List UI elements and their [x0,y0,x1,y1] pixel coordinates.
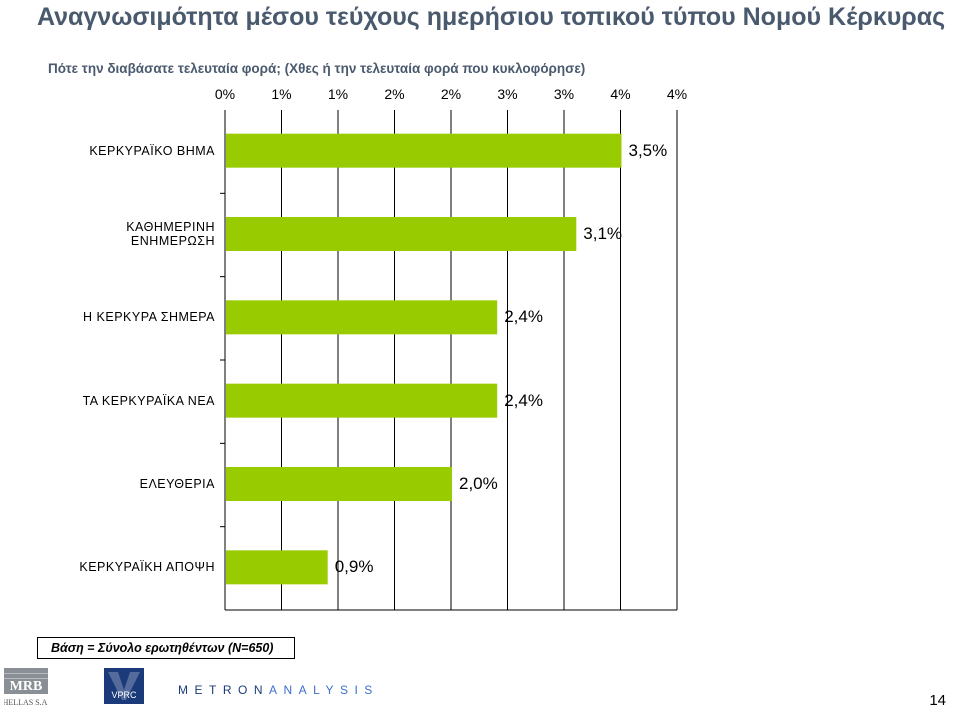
category-label: Η ΚΕΡΚΥΡΑ ΣΗΜΕΡΑ [83,310,215,325]
category-label: ΚΕΡΚΥΡΑΪΚΟ ΒΗΜΑ [89,143,215,158]
x-tick-label: 3% [497,86,518,102]
base-note: Βάση = Σύνολο ερωτηθέντων (Ν=650) [37,637,295,659]
category-label: ΤΑ ΚΕΡΚΥΡΑΪΚΑ ΝΕΑ [82,393,215,408]
mrb-logo-subtext: HELLAS S.A. [4,698,48,707]
value-label: 3,5% [628,140,668,160]
value-label: 0,9% [334,557,374,577]
value-label: 2,4% [504,390,543,410]
x-tick-label: 2% [440,86,462,102]
category-label: ΚΑΘΗΜΕΡΙΝΗ ΕΝΗΜΕΡΩΣΗ [126,220,215,248]
x-tick-label: 1% [271,86,292,102]
metron-logo-part-b: ANALYSIS [269,683,379,697]
bar [226,300,498,335]
mrb-logo-text: MRB [10,679,43,694]
x-tick-label: 0% [214,86,236,102]
category-label: ΚΕΡΚΥΡΑΪΚΗ ΑΠΟΨΗ [79,560,215,575]
x-tick-label: 2% [384,86,405,102]
question-subtitle: Πότε την διαβάσατε τελευταία φορά; (Χθες… [48,61,586,76]
vprc-logo-text: VPRC [111,690,137,700]
value-label: 2,4% [504,307,543,327]
metron-logo-part-a: METRON [178,683,269,697]
x-tick-label: 3% [553,86,575,102]
bar-chart [220,110,678,611]
value-label: 3,1% [583,224,623,243]
page-title: Αναγνωσιμότητα μέσου τεύχους ημερήσιου τ… [37,3,946,31]
category-label: ΕΛΕΥΘΕΡΙΑ [139,477,215,491]
x-tick-label: 1% [327,86,349,102]
page-number: 14 [929,692,946,709]
bar [226,550,328,585]
bar [226,133,622,168]
x-tick-label: 4% [610,86,631,102]
value-label: 2,0% [459,474,498,493]
metron-analysis-logo: METRONANALYSIS [178,683,379,697]
vprc-logo: VPRC [104,668,144,704]
bar [226,383,498,418]
mrb-logo: MRB HELLAS S.A. [3,668,49,713]
x-tick-label: 4% [666,86,688,102]
bar [226,467,452,501]
bar [226,217,577,251]
